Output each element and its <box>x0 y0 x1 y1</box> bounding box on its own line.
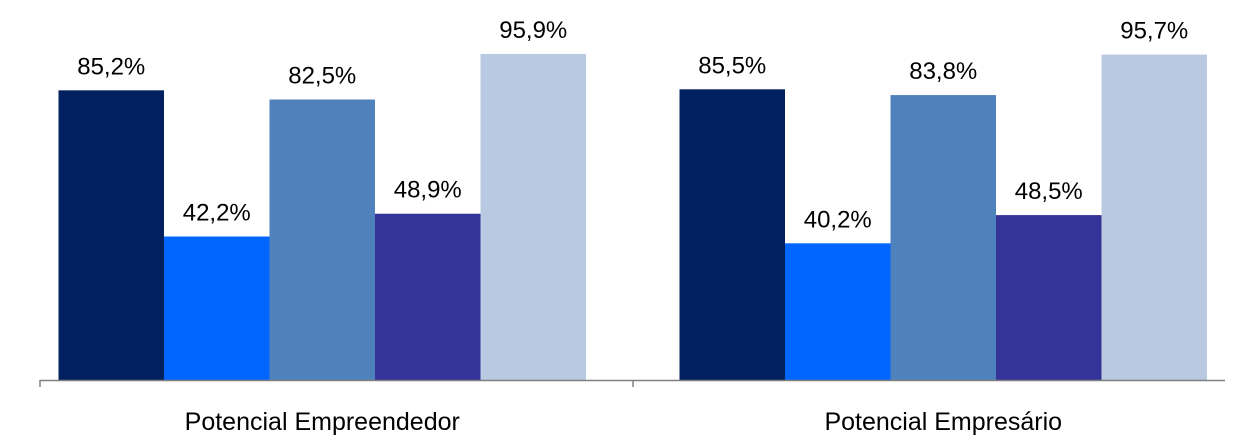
value-label: 85,5% <box>698 52 766 79</box>
value-label: 48,5% <box>1015 178 1083 205</box>
value-labels-layer: 85,2% 42,2% 82,5% 48,9% 95,9% 85,5% 40,2% 83,8%… <box>77 17 1188 233</box>
bar <box>375 213 481 380</box>
value-label: 40,2% <box>804 206 872 233</box>
value-label: 48,9% <box>394 177 462 204</box>
category-label: Potencial Empreendedor <box>185 408 460 436</box>
value-label: 95,7% <box>1120 18 1188 45</box>
category-labels-layer: Potencial Empreendedor Potencial Empresá… <box>185 408 1062 436</box>
bar <box>890 95 996 380</box>
bar <box>1101 54 1207 381</box>
value-label: 42,2% <box>183 200 251 227</box>
bar <box>480 53 586 380</box>
bar <box>785 243 891 380</box>
bar <box>679 89 785 381</box>
bar <box>164 236 270 380</box>
bars-layer <box>58 53 1207 381</box>
value-label: 82,5% <box>288 63 356 90</box>
bar <box>58 90 164 380</box>
x-axis-ticks <box>39 380 634 387</box>
value-label: 83,8% <box>909 58 977 85</box>
value-label: 95,9% <box>499 17 567 44</box>
bar <box>996 215 1102 380</box>
bar <box>269 99 375 380</box>
value-label: 85,2% <box>77 53 145 80</box>
category-label: Potencial Empresário <box>824 408 1062 436</box>
